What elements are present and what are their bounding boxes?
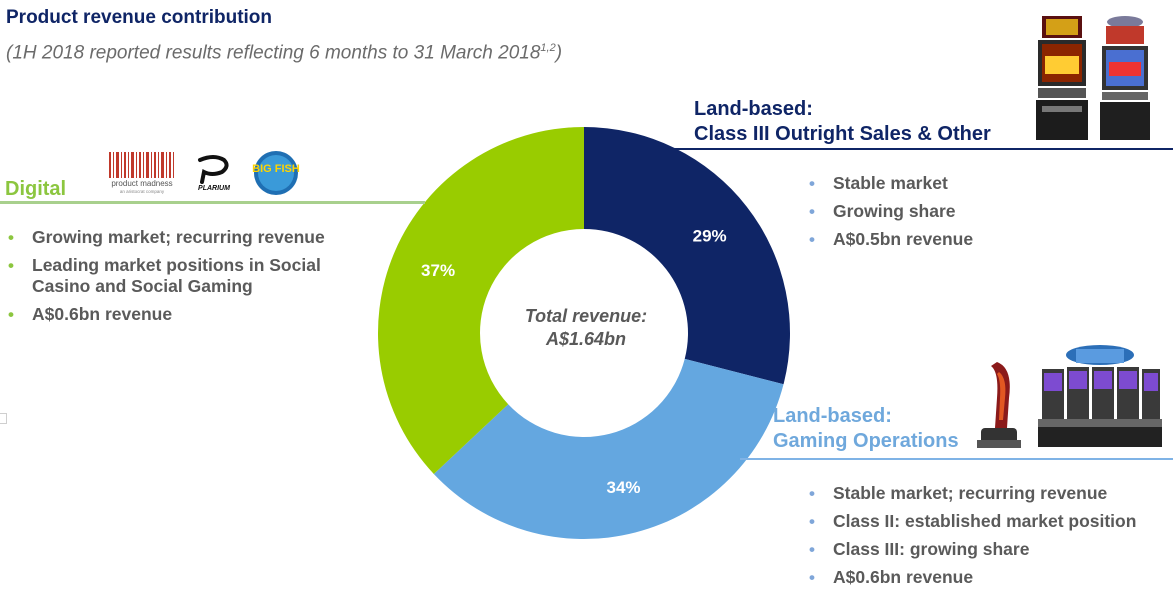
bullet-dot: • — [8, 256, 14, 275]
bullet-dot: • — [8, 228, 14, 247]
subtitle-footnote: 1,2 — [540, 42, 556, 54]
logo-big-fish-text: BIG FISH — [252, 163, 300, 175]
gaming-ops-bullets: • Stable market; recurring revenue • Class… — [807, 483, 1167, 595]
slot-machine-bank-image — [1094, 14, 1156, 144]
list-item: • A$0.6bn revenue — [807, 567, 1167, 588]
bullet-text: A$0.6bn revenue — [833, 567, 974, 587]
gaming-ops-title: Land-based: Gaming Operations — [773, 404, 959, 454]
center-label-line2: A$1.64bn — [545, 329, 626, 349]
page-title: Product revenue contribution — [6, 7, 273, 28]
bullet-dot: • — [8, 305, 14, 324]
list-item: • Class III: growing share — [807, 539, 1167, 560]
list-item: • Growing share — [807, 201, 1147, 222]
digital-bullets: • Growing market; recurring revenue • Lead… — [6, 227, 366, 332]
logo-product-madness-text: product madness — [111, 179, 172, 188]
barcode-icon: product madness an aristocrat company — [109, 152, 174, 194]
subtitle-text: (1H 2018 reported results reflecting 6 m… — [6, 42, 541, 64]
gaming-ops-divider — [740, 458, 1173, 460]
page-subtitle: (1H 2018 reported results reflecting 6 m… — [6, 42, 562, 64]
bullet-dot: • — [809, 540, 815, 559]
logo-product-madness-sub: an aristocrat company — [120, 189, 165, 194]
slot-machine-image — [1032, 14, 1092, 144]
curved-slot-machine-image — [975, 358, 1025, 450]
bullet-dot: • — [809, 202, 815, 221]
digital-title: Digital — [5, 178, 67, 200]
bullet-dot: • — [809, 484, 815, 503]
plarium-logo: PLARIUM — [190, 152, 238, 194]
bullet-dot: • — [809, 230, 815, 249]
subtitle-close: ) — [555, 42, 563, 64]
list-item: • Class II: established market position — [807, 511, 1167, 532]
class3-title-line1: Land-based: — [694, 98, 813, 120]
class3-title: Land-based: Class III Outright Sales & O… — [694, 97, 991, 147]
bullet-dot: • — [809, 512, 815, 531]
list-item: • A$0.5bn revenue — [807, 229, 1147, 250]
bullet-text: A$0.6bn revenue — [32, 304, 173, 324]
slice-label-1: 34% — [607, 478, 641, 497]
center-label-line1: Total revenue: — [525, 306, 647, 326]
bullet-text: Class II: established market position — [833, 511, 1137, 531]
bullet-dot: • — [809, 568, 815, 587]
big-fish-logo: BIG FISH — [250, 150, 302, 196]
bullet-text: A$0.5bn revenue — [833, 229, 974, 249]
list-item: • A$0.6bn revenue — [6, 304, 366, 325]
bullet-text: Stable market; recurring revenue — [833, 483, 1108, 503]
bullet-text: Growing share — [833, 201, 956, 221]
donut-slice-0 — [584, 127, 790, 385]
slice-label-2: 37% — [421, 261, 455, 280]
donut-slice-1 — [433, 358, 784, 539]
bullet-dot: • — [809, 174, 815, 193]
list-item: • Leading market positions in Social Casi… — [6, 255, 366, 297]
donut-slice-labels: 29% 34% 37% — [421, 227, 727, 497]
bullet-text: Stable market — [833, 173, 948, 193]
slot-bank-image — [1036, 343, 1164, 448]
class3-title-line2: Class III Outright Sales & Other — [694, 123, 991, 145]
list-item: • Stable market; recurring revenue — [807, 483, 1167, 504]
class3-bullets: • Stable market • Growing share • A$0.5bn r… — [807, 173, 1147, 257]
gaming-ops-title-line2: Gaming Operations — [773, 430, 959, 452]
bullet-text: Class III: growing share — [833, 539, 1030, 559]
list-item: • Stable market — [807, 173, 1147, 194]
gaming-ops-title-line1: Land-based: — [773, 405, 892, 427]
bullet-text: Leading market positions in Social Casin… — [32, 255, 321, 296]
product-madness-logo: product madness an aristocrat company — [107, 150, 177, 195]
slice-label-0: 29% — [693, 227, 727, 246]
side-marker — [0, 413, 7, 424]
donut-slices — [378, 127, 790, 539]
logo-plarium-text: PLARIUM — [198, 185, 230, 192]
digital-divider — [0, 201, 425, 204]
list-item: • Growing market; recurring revenue — [6, 227, 366, 248]
class3-divider — [660, 148, 1173, 150]
bullet-text: Growing market; recurring revenue — [32, 227, 325, 247]
donut-slice-2 — [378, 127, 584, 475]
